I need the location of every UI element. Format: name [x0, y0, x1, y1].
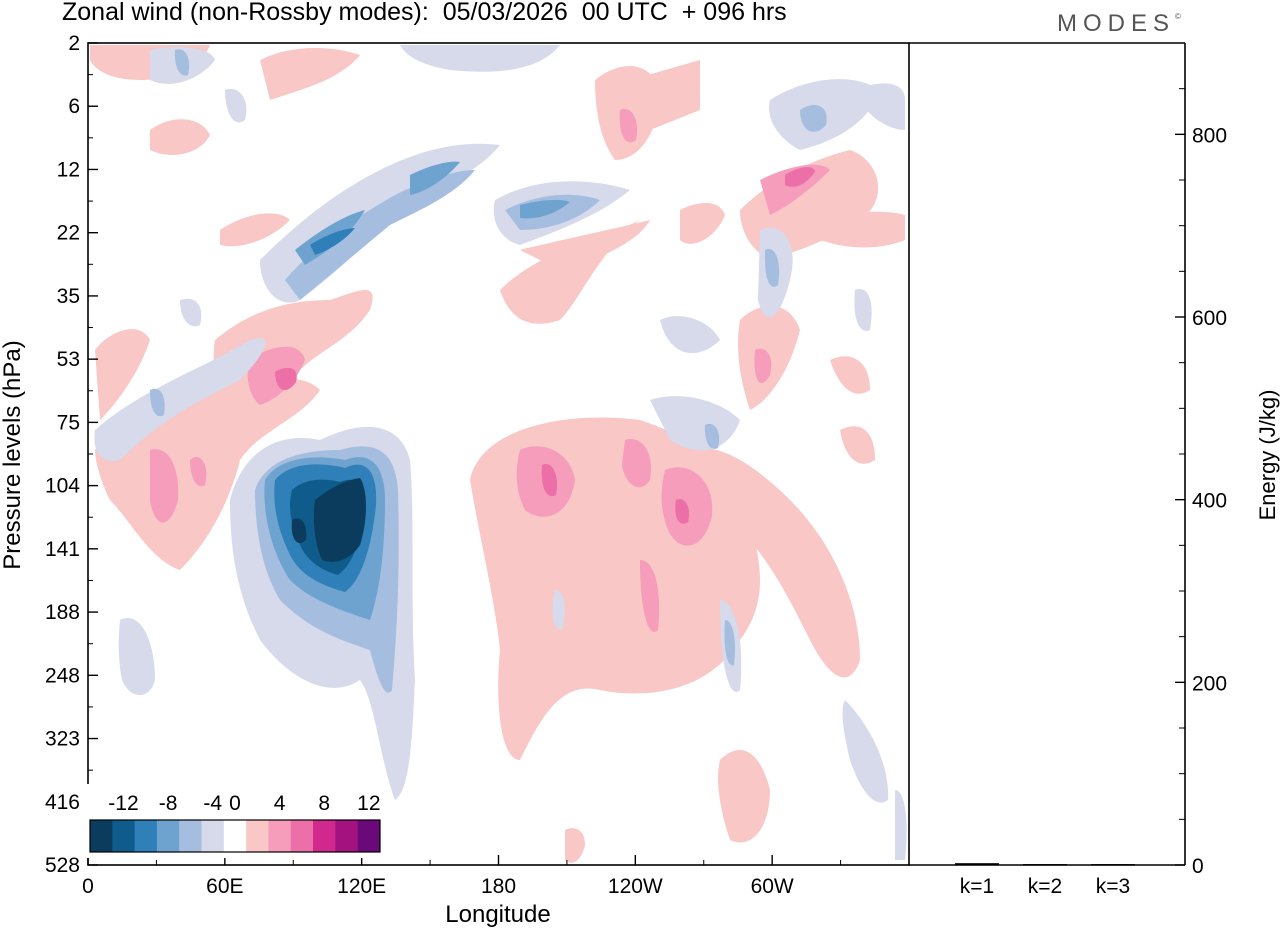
- logo-mark: ©: [1175, 12, 1181, 21]
- energy-bar: [955, 863, 999, 865]
- modes-logo: MODES©: [1057, 10, 1181, 38]
- energy-bar-label: k=2: [1028, 875, 1062, 898]
- y-tick-label: 141: [45, 538, 80, 561]
- colorbar-label: -4: [203, 792, 222, 815]
- colorbar-swatch: [290, 820, 314, 852]
- colorbar-frame: [89, 819, 381, 853]
- colorbar-label: 0: [229, 792, 241, 815]
- colorbar-swatch: [90, 820, 113, 852]
- colorbar-swatch: [201, 820, 225, 852]
- energy-tick-label: 400: [1192, 490, 1227, 513]
- colorbar-swatch: [313, 820, 336, 852]
- energy-tick-label: 800: [1192, 124, 1227, 147]
- colorbar-label: -12: [108, 792, 138, 815]
- energy-axis: 0 200 400 600 800: [1175, 88, 1227, 878]
- energy-tick-label: 600: [1192, 307, 1227, 330]
- colorbar-swatch: [335, 820, 359, 852]
- energy-tick-label: 200: [1192, 672, 1227, 695]
- x-axis-label: Longitude: [445, 901, 550, 928]
- x-tick-label: 0: [82, 875, 94, 898]
- colorbar-swatch: [112, 820, 136, 852]
- energy-bar-label: k=3: [1096, 875, 1130, 898]
- colorbar-swatch: [268, 820, 292, 852]
- energy-bar: [1091, 864, 1135, 866]
- colorbar-swatch: [179, 820, 203, 852]
- energy-bars: k=1 k=2 k=3: [955, 863, 1135, 898]
- logo-text: MODES: [1057, 10, 1176, 37]
- energy-bar: [1023, 864, 1067, 866]
- y-axis-label: Pressure levels (hPa): [0, 340, 26, 569]
- x-tick-label: 180: [481, 875, 516, 898]
- pressure-axis: 2 6 12 22 35 53 75 104 141 188 248 323 416 528: [45, 32, 98, 877]
- y-tick-label: 35: [57, 285, 80, 308]
- colorbar-swatch: [357, 820, 381, 852]
- colorbar-swatch: [134, 820, 158, 852]
- y-tick-label: 528: [45, 854, 80, 877]
- contour-field: [88, 43, 909, 865]
- y-tick-label: 416: [45, 791, 80, 814]
- colorbar-label: 4: [274, 792, 286, 815]
- colorbar-label: -8: [159, 792, 178, 815]
- colorbar-label: 12: [357, 792, 380, 815]
- colorbar-swatch: [246, 820, 269, 852]
- energy-axis-label: Energy (J/kg): [1255, 390, 1280, 521]
- x-tick-label: 120W: [608, 875, 663, 898]
- chart-title: Zonal wind (non-Rossby modes): 05/03/202…: [62, 0, 787, 26]
- y-tick-label: 75: [57, 411, 80, 434]
- y-tick-label: 2: [68, 32, 80, 55]
- energy-bar-label: k=1: [960, 875, 994, 898]
- y-tick-label: 323: [45, 728, 80, 751]
- y-tick-label: 53: [57, 348, 80, 371]
- longitude-axis: 0 60E 120E 180 120W 60W: [82, 855, 842, 898]
- y-tick-label: 22: [57, 222, 80, 245]
- y-tick-label: 6: [68, 95, 80, 118]
- y-tick-label: 104: [45, 475, 80, 498]
- colorbar: -12 -8 -4 0 4 8 12: [86, 784, 384, 858]
- y-tick-label: 12: [57, 158, 80, 181]
- energy-tick-label: 0: [1192, 855, 1204, 878]
- x-tick-label: 120E: [337, 875, 386, 898]
- colorbar-label: 8: [318, 792, 330, 815]
- x-tick-label: 60W: [751, 875, 794, 898]
- y-tick-label: 248: [45, 664, 80, 687]
- y-tick-label: 188: [45, 601, 80, 624]
- x-tick-label: 60E: [206, 875, 243, 898]
- colorbar-swatch: [156, 820, 180, 852]
- colorbar-swatch: [223, 820, 247, 852]
